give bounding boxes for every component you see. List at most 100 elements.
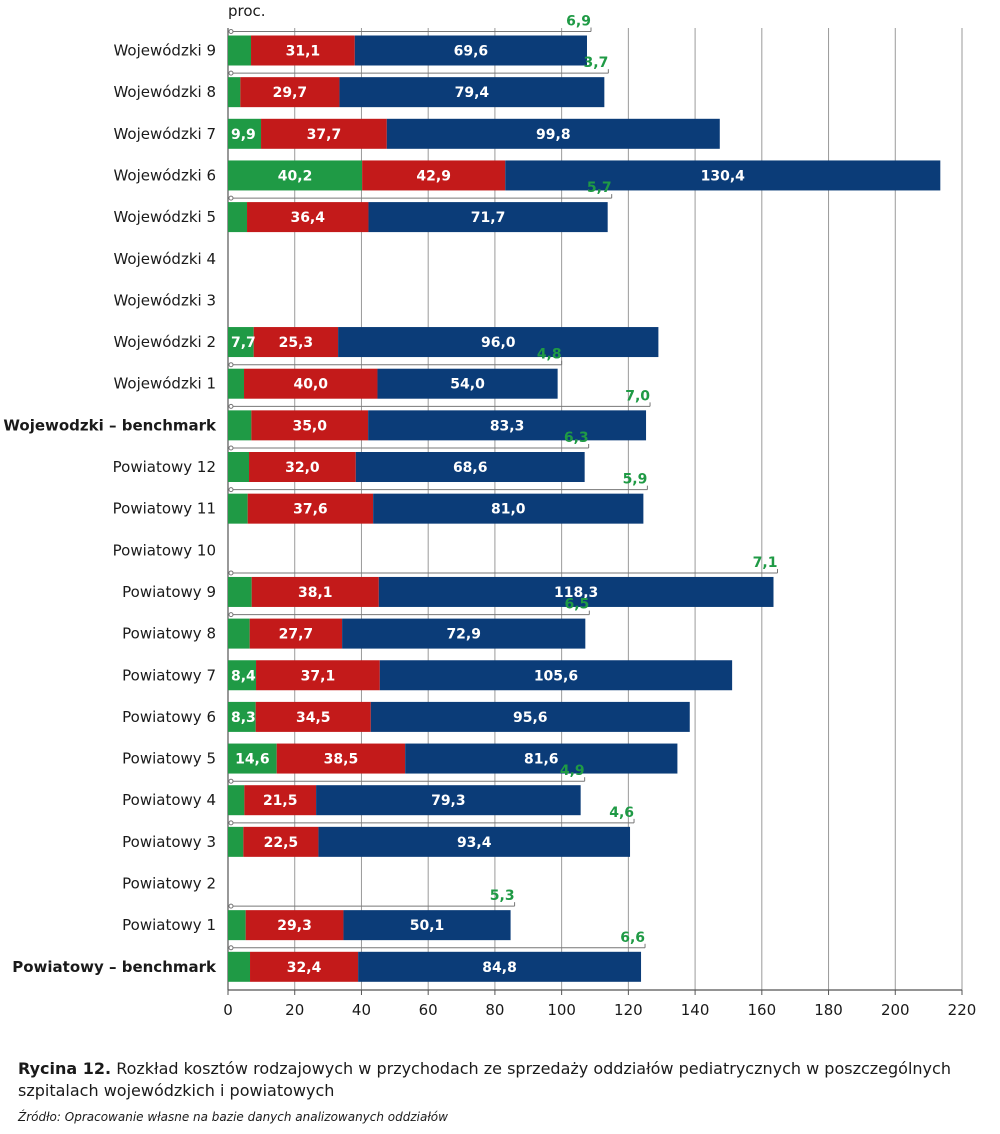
bar-wojewodzki-8-s1 xyxy=(228,77,241,108)
callout-dot-powiatowy-9 xyxy=(228,570,234,576)
bar-wojewodzki-benchmark-s3 xyxy=(368,410,647,441)
value-label-powiatowy-5-s3: 81,6 xyxy=(524,752,559,768)
value-label-powiatowy-12-s3: 68,6 xyxy=(453,460,488,476)
value-label-wojewodzki-9-s1: 6,9 xyxy=(566,14,591,30)
bar-powiatowy-5-s2 xyxy=(276,743,406,774)
bar-powiatowy-7-s1 xyxy=(228,660,257,691)
value-label-wojewodzki-9-s3: 69,6 xyxy=(454,44,489,60)
value-label-wojewodzki-8-s1: 3,7 xyxy=(584,55,609,71)
category-label-powiatowy-4: Powiatowy 4 xyxy=(122,791,216,809)
x-tick-label-100: 100 xyxy=(547,1001,576,1019)
category-label-powiatowy-9: Powiatowy 9 xyxy=(122,583,216,601)
value-label-powiatowy-12-s1: 6,3 xyxy=(564,430,589,446)
callouts xyxy=(228,27,778,951)
value-label-powiatowy-1-s2: 29,3 xyxy=(277,918,312,934)
bar-wojewodzki-2-s2 xyxy=(253,327,339,358)
bar-powiatowy-9-s2 xyxy=(251,576,379,607)
x-tick-label-160: 160 xyxy=(747,1001,776,1019)
bar-wojewodzki-1-s2 xyxy=(244,368,378,399)
category-label-wojewodzki-6: Wojewódzki 6 xyxy=(113,166,216,184)
bar-wojewodzki-8-s3 xyxy=(339,77,605,108)
value-label-wojewodzki-1-s1: 4,8 xyxy=(537,347,562,363)
value-label-powiatowy-1-s1: 5,3 xyxy=(490,888,515,904)
bar-powiatowy-benchmark-s3 xyxy=(358,951,642,982)
category-label-wojewodzki-benchmark: Wojewodzki – benchmark xyxy=(3,416,217,434)
bar-powiatowy-12-s3 xyxy=(355,452,585,482)
value-label-wojewodzki-5-s1: 5,7 xyxy=(587,180,612,196)
category-label-powiatowy-7: Powiatowy 7 xyxy=(122,666,216,684)
bar-wojewodzki-benchmark-s1 xyxy=(228,410,252,441)
value-label-wojewodzki-6-s2: 42,9 xyxy=(416,168,451,184)
bar-wojewodzki-benchmark-s2 xyxy=(251,410,369,441)
bar-powiatowy-8-s3 xyxy=(342,618,586,649)
value-label-wojewodzki-1-s2: 40,0 xyxy=(293,377,328,393)
value-label-powiatowy-9-s1: 7,1 xyxy=(753,555,778,571)
category-label-powiatowy-11: Powiatowy 11 xyxy=(113,500,216,518)
value-label-wojewodzki-2-s1: 7,7 xyxy=(231,335,256,351)
bar-wojewodzki-9-s1 xyxy=(228,35,252,66)
bar-powiatowy-7-s3 xyxy=(379,660,733,691)
value-label-wojewodzki-5-s2: 36,4 xyxy=(290,210,325,226)
bar-wojewodzki-5-s1 xyxy=(228,202,248,233)
stacked-bar-chart: 0 20 40 60 80 100 120 140 160 180 200 220 Wojewódzki… xyxy=(3,2,976,1019)
value-label-wojewodzki-2-s2: 25,3 xyxy=(279,335,314,351)
callout-dot-wojewodzki-8 xyxy=(228,70,234,76)
value-label-wojewodzki-9-s2: 31,1 xyxy=(286,44,321,60)
value-label-wojewodzki-8-s3: 79,4 xyxy=(455,85,490,101)
category-label-powiatowy-2: Powiatowy 2 xyxy=(122,875,216,893)
value-label-powiatowy-8-s1: 6,5 xyxy=(565,597,590,613)
category-label-wojewodzki-8: Wojewódzki 8 xyxy=(113,83,216,101)
callout-dot-wojewodzki-1 xyxy=(228,362,234,368)
bar-powiatowy-7-s2 xyxy=(256,660,380,691)
bar-wojewodzki-8-s2 xyxy=(240,77,340,108)
bar-powiatowy-12-s1 xyxy=(228,452,250,482)
bar-powiatowy-11-s1 xyxy=(228,493,248,524)
bar-wojewodzki-1-s3 xyxy=(377,368,558,399)
value-label-powiatowy-5-s2: 38,5 xyxy=(324,752,359,768)
bar-wojewodzki-6-s3 xyxy=(505,160,941,191)
value-label-powiatowy-benchmark-s3: 84,8 xyxy=(482,960,517,976)
value-label-powiatowy-9-s3: 118,3 xyxy=(554,585,598,601)
bar-powiatowy-9-s3 xyxy=(378,576,774,607)
bar-powiatowy-benchmark-s1 xyxy=(228,951,251,982)
value-label-powiatowy-4-s1: 4,9 xyxy=(560,763,585,779)
bar-wojewodzki-1-s1 xyxy=(228,368,245,399)
category-label-wojewodzki-5: Wojewódzki 5 xyxy=(113,208,216,226)
value-label-powiatowy-7-s2: 37,1 xyxy=(301,668,336,684)
value-label-powiatowy-3-s2: 22,5 xyxy=(264,835,299,851)
value-label-powiatowy-12-s2: 32,0 xyxy=(285,460,320,476)
value-label-powiatowy-6-s1: 8,3 xyxy=(231,710,256,726)
callout-dot-wojewodzki-5 xyxy=(228,195,234,201)
figure-caption: Rycina 12. Rozkład kosztów rodzajowych w… xyxy=(18,1058,984,1102)
callout-dot-powiatowy-4 xyxy=(228,778,234,784)
value-label-wojewodzki-7-s3: 99,8 xyxy=(536,127,571,143)
value-label-wojewodzki-1-s3: 54,0 xyxy=(450,377,485,393)
bar-wojewodzki-6-s2 xyxy=(362,160,506,191)
callout-dot-wojewodzki-benchmark xyxy=(228,403,234,409)
bar-wojewodzki-7-s3 xyxy=(386,118,720,149)
x-tick-label-20: 20 xyxy=(285,1001,304,1019)
category-label-powiatowy-3: Powiatowy 3 xyxy=(122,833,216,851)
bar-wojewodzki-2-s3 xyxy=(338,327,659,358)
value-label-wojewodzki-benchmark-s3: 83,3 xyxy=(490,418,525,434)
value-label-wojewodzki-8-s2: 29,7 xyxy=(273,85,308,101)
value-label-powiatowy-7-s3: 105,6 xyxy=(534,668,578,684)
value-label-powiatowy-9-s2: 38,1 xyxy=(298,585,333,601)
callout-dot-powiatowy-12 xyxy=(228,445,234,451)
value-label-wojewodzki-6-s1: 40,2 xyxy=(278,168,313,184)
bar-wojewodzki-9-s3 xyxy=(354,35,587,66)
bar-powiatowy-1-s1 xyxy=(228,910,246,941)
bar-powiatowy-9-s1 xyxy=(228,576,252,607)
value-label-wojewodzki-2-s3: 96,0 xyxy=(481,335,516,351)
x-tick-label-40: 40 xyxy=(352,1001,371,1019)
bar-wojewodzki-6-s1 xyxy=(228,160,363,191)
x-tick-label-60: 60 xyxy=(419,1001,438,1019)
x-tick-label-200: 200 xyxy=(881,1001,910,1019)
category-label-powiatowy-benchmark: Powiatowy – benchmark xyxy=(12,958,217,976)
bars xyxy=(228,35,941,982)
value-label-powiatowy-benchmark-s2: 32,4 xyxy=(287,960,322,976)
source-note: Źródło: Opracowanie własne na bazie dany… xyxy=(18,1110,448,1124)
bar-powiatowy-5-s1 xyxy=(228,743,277,774)
x-tick-label-180: 180 xyxy=(814,1001,843,1019)
value-label-wojewodzki-benchmark-s1: 7,0 xyxy=(625,388,650,404)
